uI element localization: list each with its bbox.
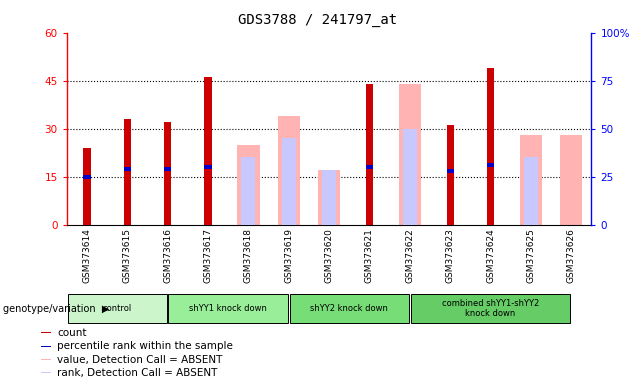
Bar xyxy=(278,116,300,225)
Text: value, Detection Call = ABSENT: value, Detection Call = ABSENT xyxy=(57,354,223,364)
FancyBboxPatch shape xyxy=(411,294,570,323)
Bar xyxy=(237,145,259,225)
Bar xyxy=(446,169,454,173)
Bar xyxy=(164,167,171,171)
Bar xyxy=(366,84,373,225)
Text: GSM373623: GSM373623 xyxy=(446,228,455,283)
Text: GSM373624: GSM373624 xyxy=(486,228,495,283)
Text: GSM373619: GSM373619 xyxy=(284,228,293,283)
Bar xyxy=(204,78,212,225)
Bar xyxy=(41,372,50,373)
Text: count: count xyxy=(57,328,86,338)
Bar xyxy=(204,165,212,169)
FancyBboxPatch shape xyxy=(289,294,409,323)
Text: percentile rank within the sample: percentile rank within the sample xyxy=(57,341,233,351)
Bar xyxy=(403,129,417,225)
Text: rank, Detection Call = ABSENT: rank, Detection Call = ABSENT xyxy=(57,368,218,378)
Text: GSM373617: GSM373617 xyxy=(204,228,212,283)
Bar xyxy=(83,175,90,179)
Bar xyxy=(322,170,336,225)
Bar xyxy=(524,157,538,225)
Text: GSM373614: GSM373614 xyxy=(83,228,92,283)
Bar xyxy=(282,138,296,225)
Text: shYY2 knock down: shYY2 knock down xyxy=(310,304,388,313)
Bar xyxy=(123,119,131,225)
Bar xyxy=(41,332,50,333)
Text: combined shYY1-shYY2
knock down: combined shYY1-shYY2 knock down xyxy=(442,299,539,318)
Text: GSM373625: GSM373625 xyxy=(527,228,536,283)
Bar xyxy=(487,68,494,225)
Bar xyxy=(399,84,421,225)
Bar xyxy=(41,359,50,360)
Bar xyxy=(318,170,340,225)
Text: GSM373620: GSM373620 xyxy=(324,228,334,283)
Text: GSM373621: GSM373621 xyxy=(365,228,374,283)
Text: GSM373616: GSM373616 xyxy=(163,228,172,283)
Text: GSM373626: GSM373626 xyxy=(567,228,576,283)
Text: genotype/variation  ▶: genotype/variation ▶ xyxy=(3,303,109,314)
Text: control: control xyxy=(102,304,132,313)
Bar xyxy=(446,126,454,225)
Text: GSM373622: GSM373622 xyxy=(405,228,414,283)
Text: GSM373615: GSM373615 xyxy=(123,228,132,283)
FancyBboxPatch shape xyxy=(169,294,288,323)
Text: shYY1 knock down: shYY1 knock down xyxy=(190,304,267,313)
Text: GSM373618: GSM373618 xyxy=(244,228,253,283)
FancyBboxPatch shape xyxy=(67,294,167,323)
Bar xyxy=(123,167,131,171)
Bar xyxy=(366,165,373,169)
Bar xyxy=(83,148,90,225)
Bar xyxy=(487,163,494,167)
Bar xyxy=(560,135,583,225)
Bar xyxy=(520,135,542,225)
Bar xyxy=(241,157,256,225)
Text: GDS3788 / 241797_at: GDS3788 / 241797_at xyxy=(238,13,398,27)
Bar xyxy=(164,122,171,225)
